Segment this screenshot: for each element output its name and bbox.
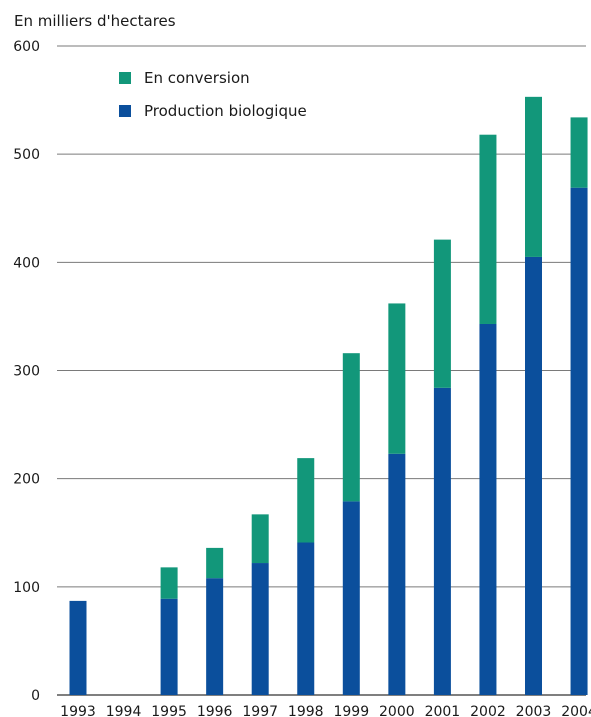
bar-en-conversion-2002 [479, 134, 497, 324]
bar-en-conversion-1996 [206, 547, 224, 579]
y-tick-label: 200 [13, 472, 40, 488]
gridlines [57, 45, 586, 696]
y-tick-label: 0 [31, 688, 40, 704]
x-tick-label: 2000 [379, 704, 415, 717]
bar-en-conversion-2001 [433, 239, 451, 388]
x-tick-labels: 1993 1994 1995 1996 1997 1998 1999 2000 2001 2002… [60, 704, 591, 717]
bar-production-biologique-1999 [342, 501, 360, 695]
bar-production-biologique-2004 [570, 187, 588, 695]
bars [69, 96, 588, 695]
y-tick-label: 400 [13, 255, 40, 271]
x-tick-label: 1999 [333, 704, 369, 717]
x-tick-label: 2003 [516, 704, 552, 717]
y-tick-labels: 0 100 200 300 400 500 600 [13, 39, 40, 704]
x-tick-label: 1998 [288, 704, 324, 717]
bar-production-biologique-2001 [433, 387, 451, 695]
bar-en-conversion-1995 [160, 567, 178, 599]
bar-en-conversion-2004 [570, 117, 588, 188]
x-tick-label: 1994 [106, 704, 142, 717]
x-tick-label: 1996 [197, 704, 233, 717]
bar-production-biologique-1996 [206, 578, 224, 695]
bar-en-conversion-1997 [251, 514, 269, 564]
y-axis-title: En milliers d'hectares [14, 12, 176, 30]
bar-en-conversion-2000 [388, 303, 406, 454]
y-tick-label: 100 [13, 580, 40, 596]
legend-swatch [119, 105, 131, 117]
bar-en-conversion-1998 [297, 458, 315, 543]
legend-label: Production biologique [144, 102, 307, 120]
legend-label: En conversion [144, 69, 250, 87]
legend-swatch [119, 72, 131, 84]
bar-production-biologique-2003 [525, 256, 542, 695]
legend: En conversion Production biologique [119, 69, 307, 120]
bar-production-biologique-1995 [160, 598, 178, 695]
bar-production-biologique-2002 [479, 323, 497, 695]
x-tick-label: 2004 [561, 704, 591, 717]
x-tick-label: 2001 [425, 704, 461, 717]
x-tick-label: 1995 [151, 704, 187, 717]
y-tick-label: 300 [13, 364, 40, 380]
bar-production-biologique-1998 [297, 542, 315, 695]
bar-production-biologique-1993 [69, 600, 87, 695]
y-tick-label: 600 [13, 39, 40, 55]
bar-production-biologique-1997 [251, 563, 269, 695]
x-tick-label: 1997 [242, 704, 278, 717]
x-tick-label: 1993 [60, 704, 96, 717]
bar-en-conversion-1999 [342, 353, 360, 502]
bar-production-biologique-2000 [388, 453, 406, 695]
y-tick-label: 500 [13, 147, 40, 163]
bar-en-conversion-2003 [525, 96, 542, 257]
x-tick-label: 2002 [470, 704, 506, 717]
